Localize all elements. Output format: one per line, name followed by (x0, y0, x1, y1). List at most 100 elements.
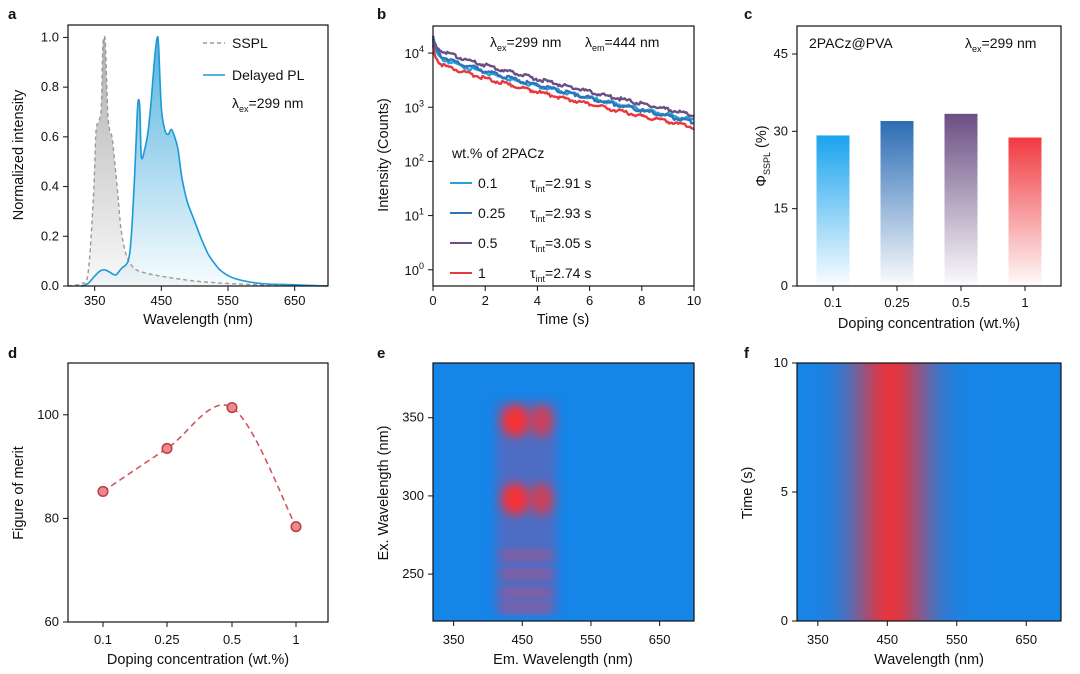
decay-series-0.25 (431, 38, 695, 125)
panel-d-frame (67, 362, 329, 623)
ytick-label: 101 (405, 207, 424, 224)
xtick-label: 550 (946, 632, 968, 647)
panel-d-yticks: 60 80 100 (37, 407, 68, 629)
panel-e-ylabel: Ex. Wavelength (nm) (376, 426, 392, 561)
xtick-label: 8 (638, 293, 645, 308)
panel-f-yticks: 0 5 10 (774, 355, 797, 628)
xtick-label: 0.5 (952, 295, 970, 310)
xtick-label: 650 (1015, 632, 1037, 647)
panel-a-fills (68, 36, 328, 287)
decay-series-0.5 (431, 35, 695, 118)
excitation-stripe (500, 588, 553, 597)
ytick-label: 250 (402, 566, 424, 581)
panel-b-series (431, 35, 695, 131)
xtick-label: 2 (482, 293, 489, 308)
panel-e-frame (432, 362, 695, 622)
panel-f-ylabel: Time (s) (740, 467, 756, 520)
hotspot (501, 404, 530, 437)
panel-b-label: b (377, 6, 386, 23)
panel-e: e 350 450 550 650 250 300 350 Em. Wavelength … (376, 345, 695, 668)
panel-e-yticks: 250 300 350 (402, 410, 433, 581)
ytick-label: 0.4 (41, 179, 59, 194)
ytick-label: 100 (37, 407, 59, 422)
panel-c-annotation-left: 2PACz@PVA (809, 35, 893, 51)
xtick-label: 10 (687, 293, 701, 308)
panel-f-xticks: 350 450 550 650 (807, 621, 1037, 647)
xtick-label: 450 (150, 293, 172, 308)
xtick-label: 0.25 (884, 295, 909, 310)
ytick-label: 30 (774, 123, 788, 138)
point-1 (290, 521, 302, 533)
panel-a-xticks: 350 450 550 650 (84, 286, 306, 308)
panel-e-xlabel: Em. Wavelength (nm) (493, 652, 633, 668)
hotspot (529, 483, 554, 516)
legend-tau-0.1: τint=2.91 s (530, 175, 591, 194)
area-delayed-pl (81, 36, 328, 286)
ytick-label: 0.2 (41, 228, 59, 243)
ytick-label: 45 (774, 46, 788, 61)
panel-c: c 0.1 0.25 0.5 1 0 15 30 45 Doping concentrati… (744, 6, 1062, 332)
legend-tau-0.5: τint=3.05 s (530, 235, 591, 254)
ytick-label: 0.0 (41, 278, 59, 293)
panel-a-ylabel: Normalized intensity (11, 89, 27, 220)
xtick-label: 450 (876, 632, 898, 647)
xtick-label: 650 (284, 293, 306, 308)
ytick-label: 80 (45, 510, 59, 525)
panel-a-frame (67, 24, 329, 287)
panel-b-yticks: 100 101 102 103 104 (405, 44, 433, 278)
xtick-label: 0.25 (154, 632, 179, 647)
panel-d-xlabel: Doping concentration (wt.%) (107, 652, 289, 668)
panel-c-ylabel: ΦSSPL (%) (754, 125, 772, 186)
panel-d-points (97, 401, 302, 533)
panel-f: f 350 450 550 650 0 5 10 Wavelength (nm) Time… (740, 345, 1062, 668)
point-0.5 (226, 401, 238, 414)
legend-label-1: 1 (478, 265, 486, 281)
bar-0.25 (880, 121, 914, 287)
panel-b: b 0 2 4 6 8 10 100 101 102 103 104 Time (s) Inten… (376, 6, 701, 328)
panel-b-ylabel: Intensity (Counts) (376, 98, 392, 212)
legend-label-0.1: 0.1 (478, 175, 498, 191)
xtick-label: 6 (586, 293, 593, 308)
panel-b-xlabel: Time (s) (537, 312, 590, 328)
panel-e-hotspots (496, 402, 557, 614)
panel-c-xlabel: Doping concentration (wt.%) (838, 316, 1020, 332)
xtick-label: 350 (443, 632, 465, 647)
panel-c-annotation-right: λex=299 nm (965, 35, 1036, 54)
ytick-label: 102 (405, 152, 424, 169)
xtick-label: 550 (217, 293, 239, 308)
legend-label-0.25: 0.25 (478, 205, 505, 221)
panel-d-fit-curve (102, 404, 297, 528)
ytick-label: 100 (405, 261, 424, 278)
ytick-label: 0.6 (41, 129, 59, 144)
excitation-stripe (500, 604, 553, 613)
panel-b-frame (432, 25, 695, 287)
xtick-label: 0.1 (824, 295, 842, 310)
bar-1 (1008, 137, 1042, 286)
legend-tau-0.25: τint=2.93 s (530, 205, 591, 224)
xtick-label: 350 (84, 293, 106, 308)
ytick-label: 300 (402, 488, 424, 503)
legend-tau-1: τint=2.74 s (530, 265, 591, 284)
ytick-label: 5 (781, 484, 788, 499)
panel-c-frame (796, 25, 1062, 287)
panel-b-annotation-ex: λex=299 nm (490, 34, 561, 53)
ytick-label: 1.0 (41, 29, 59, 44)
bar-0.5 (944, 113, 978, 286)
hotspot (501, 483, 530, 516)
panel-f-heatmap (797, 363, 1061, 621)
panel-b-annotation-em: λem=444 nm (585, 34, 659, 53)
ytick-label: 0.8 (41, 79, 59, 94)
panel-f-label: f (744, 345, 750, 362)
panel-c-bars (816, 113, 1042, 287)
ytick-label: 10 (774, 355, 788, 370)
panel-a-label: a (8, 6, 17, 23)
panel-f-xlabel: Wavelength (nm) (874, 652, 984, 668)
panel-e-xticks: 350 450 550 650 (443, 621, 671, 647)
panel-e-background (433, 363, 694, 621)
ytick-label: 0 (781, 613, 788, 628)
panel-a-xlabel: Wavelength (nm) (143, 312, 253, 328)
excitation-stripe (500, 570, 553, 579)
xtick-label: 550 (580, 632, 602, 647)
panel-b-legend: 0.1 τint=2.91 s 0.25 τint=2.93 s 0.5 τint=3.0… (450, 175, 591, 284)
